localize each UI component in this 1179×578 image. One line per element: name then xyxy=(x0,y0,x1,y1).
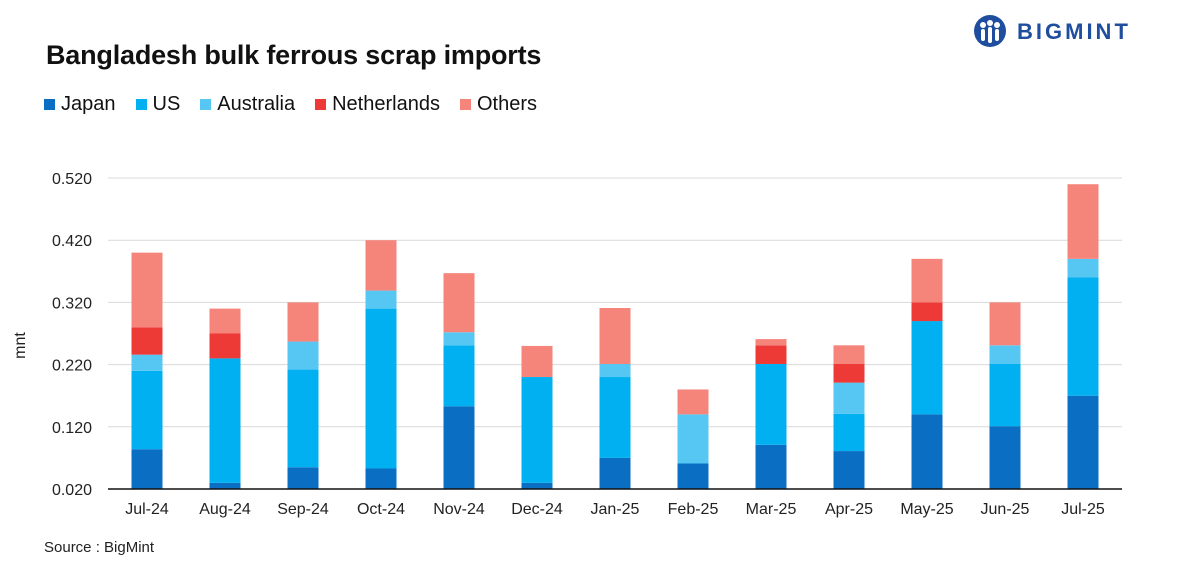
bar-segment-japan xyxy=(365,468,397,489)
x-tick-label: Mar-25 xyxy=(746,501,797,518)
legend-label: US xyxy=(152,93,181,115)
bar-segment-us xyxy=(599,377,631,458)
x-tick-label: Dec-24 xyxy=(511,501,563,518)
bigmint-logo-icon xyxy=(974,15,1006,47)
bar-segment-japan xyxy=(443,406,475,489)
bar-segment-others xyxy=(209,308,241,334)
x-tick-label: Jul-25 xyxy=(1061,501,1105,518)
bar-segment-others xyxy=(443,273,475,333)
bar-segment-others xyxy=(1067,184,1099,259)
source-note: Source : BigMint xyxy=(44,539,155,556)
bar-segment-others xyxy=(911,258,943,303)
x-tick-label: Aug-24 xyxy=(199,501,251,518)
logo-text: BIGMINT xyxy=(1017,19,1131,44)
bar-segment-japan xyxy=(521,482,553,489)
legend-item: Netherlands xyxy=(315,93,440,116)
bars xyxy=(131,184,1099,489)
bar-segment-us xyxy=(989,363,1021,427)
x-tick-label: Feb-25 xyxy=(668,501,719,518)
bar-segment-netherlands xyxy=(209,333,241,359)
bar-segment-japan xyxy=(911,414,943,489)
x-tick-label: Jul-24 xyxy=(125,501,169,518)
y-tick-label: 0.220 xyxy=(52,358,92,375)
y-tick-label: 0.420 xyxy=(52,233,92,250)
legend-swatch xyxy=(44,99,55,110)
x-tick-label: Apr-25 xyxy=(825,501,873,518)
bar-segment-japan xyxy=(989,426,1021,489)
bar-segment-us xyxy=(365,308,397,469)
y-tick-label: 0.020 xyxy=(52,482,92,499)
legend-item: US xyxy=(135,93,181,116)
legend-swatch xyxy=(315,99,327,110)
bar-segment-australia xyxy=(989,345,1021,364)
x-tick-label: Sep-24 xyxy=(277,501,329,518)
bar-segment-australia xyxy=(443,332,475,346)
x-tick-label: Oct-24 xyxy=(357,501,405,518)
legend-label: Netherlands xyxy=(332,93,440,115)
chart-title: Bangladesh bulk ferrous scrap imports xyxy=(46,40,542,70)
bar-segment-others xyxy=(521,345,553,378)
bar-segment-australia xyxy=(1067,258,1099,278)
bar-segment-us xyxy=(443,345,475,407)
bar-segment-australia xyxy=(833,382,865,414)
bar-segment-netherlands xyxy=(755,345,787,364)
legend-item: Others xyxy=(459,93,537,116)
y-tick-label: 0.320 xyxy=(52,295,92,312)
bar-segment-others xyxy=(833,345,865,364)
bar-segment-others xyxy=(287,302,319,342)
bar-segment-japan xyxy=(599,457,631,489)
x-tick-label: Jun-25 xyxy=(981,501,1030,518)
bar-segment-japan xyxy=(833,451,865,489)
axes: 0.020 0.120 0.220 0.320 0.420 0.520 mnt Jul-24 A… xyxy=(12,171,1122,518)
legend-label: Japan xyxy=(61,93,116,115)
bar-segment-australia xyxy=(287,341,319,370)
bar-segment-us xyxy=(209,358,241,483)
bar-segment-australia xyxy=(131,354,163,371)
bar-segment-japan xyxy=(755,444,787,489)
bar-segment-australia xyxy=(365,290,397,309)
bar-segment-netherlands xyxy=(833,363,865,383)
bar-segment-us xyxy=(1067,277,1099,396)
legend-item: Japan xyxy=(44,93,116,116)
bar-segment-japan xyxy=(677,463,709,489)
y-tick-label: 0.120 xyxy=(52,420,92,437)
bar-segment-us xyxy=(833,413,865,452)
x-tick-label: Jan-25 xyxy=(591,501,640,518)
bar-segment-us xyxy=(755,363,787,445)
logo: BIGMINT xyxy=(973,14,1131,50)
x-tick-label: May-25 xyxy=(900,501,953,518)
legend-label: Australia xyxy=(217,93,296,115)
bar-segment-us xyxy=(131,370,163,450)
legend-item: Australia xyxy=(200,93,295,116)
bar-segment-japan xyxy=(287,467,319,489)
y-tick-label: 0.520 xyxy=(52,171,92,188)
bar-segment-australia xyxy=(677,414,709,464)
bar-segment-us xyxy=(521,377,553,483)
bar-segment-japan xyxy=(131,449,163,489)
chart-legend: Japan US Australia Netherlands Others xyxy=(44,93,537,116)
legend-label: Others xyxy=(476,93,537,115)
bar-segment-netherlands xyxy=(131,327,163,355)
legend-swatch xyxy=(200,99,212,110)
legend-swatch xyxy=(135,99,147,110)
bar-segment-others xyxy=(677,389,709,415)
bar-segment-us xyxy=(911,321,943,415)
bar-segment-japan xyxy=(209,482,241,489)
grid-lines xyxy=(108,177,1122,428)
bar-segment-us xyxy=(287,369,319,468)
bar-segment-others xyxy=(365,240,397,291)
y-axis-label: mnt xyxy=(12,332,29,359)
bar-segment-australia xyxy=(599,363,631,378)
bar-segment-others xyxy=(131,252,163,328)
bar-segment-netherlands xyxy=(911,302,943,322)
bar-segment-others xyxy=(989,302,1021,346)
bar-segment-japan xyxy=(1067,395,1099,489)
bar-segment-others xyxy=(755,339,787,346)
bar-segment-others xyxy=(599,307,631,364)
x-tick-label: Nov-24 xyxy=(433,501,485,518)
legend-swatch xyxy=(459,99,471,110)
